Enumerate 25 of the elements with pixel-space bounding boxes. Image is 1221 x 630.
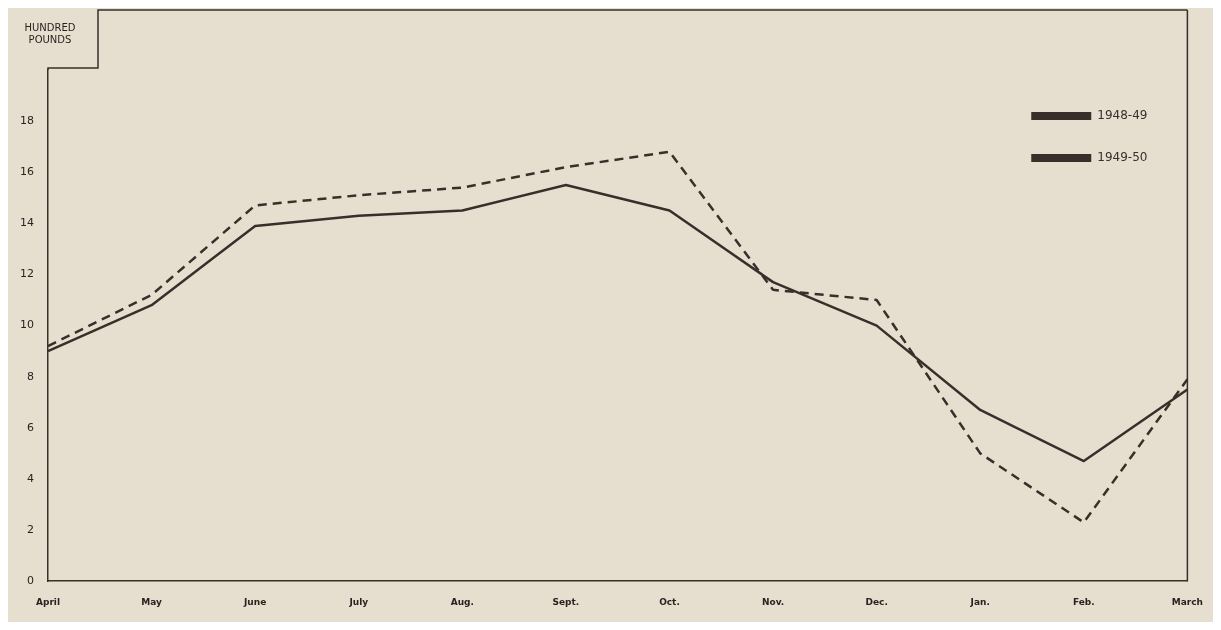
x-tick-label: March [1171, 596, 1203, 607]
y-tick-label: 8 [27, 369, 34, 383]
y-tick-label: 10 [20, 318, 34, 332]
legend-label: 1948-49 [1097, 108, 1148, 123]
x-tick-label: June [243, 596, 267, 607]
x-tick-label: July [348, 596, 369, 607]
x-tick-label: Aug. [450, 596, 474, 607]
y-tick-label: 2 [27, 522, 34, 536]
x-tick-label: Sept. [552, 596, 580, 607]
y-tick-label: 18 [20, 113, 34, 127]
x-tick-label: Nov. [761, 596, 785, 607]
x-tick-label: Oct. [659, 596, 680, 607]
y-tick-label: 14 [20, 216, 34, 230]
x-tick-label: April [35, 596, 61, 607]
y-tick-label: 6 [27, 420, 34, 434]
legend-label: 1949-50 [1097, 150, 1148, 165]
x-tick-label: Feb. [1072, 596, 1095, 607]
y-tick-label: 12 [20, 267, 34, 281]
y-tick-label: 16 [20, 165, 34, 179]
y-tick-label: 4 [27, 471, 34, 485]
x-tick-label: Jan. [969, 596, 990, 607]
y-tick-label: 0 [27, 574, 34, 588]
x-tick-label: Dec. [865, 596, 888, 607]
y-axis-title: HUNDRED POUNDS [24, 21, 76, 45]
x-tick-label: May [141, 596, 163, 607]
